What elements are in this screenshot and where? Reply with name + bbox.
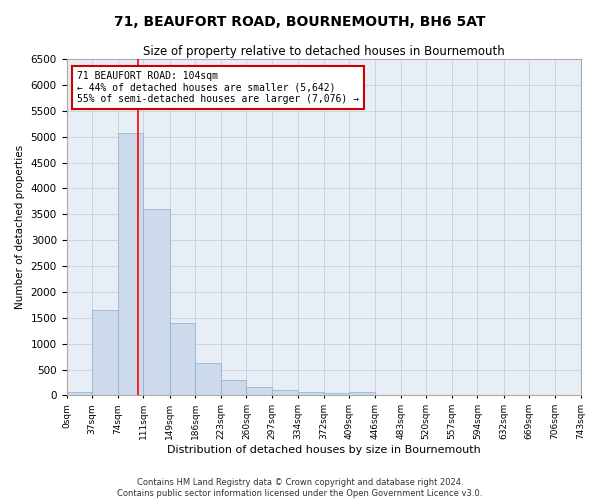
Bar — [118, 132, 143, 396]
Bar — [67, 392, 92, 396]
Bar — [221, 380, 247, 396]
Bar — [324, 392, 349, 396]
Bar — [92, 310, 118, 396]
Bar — [247, 388, 272, 396]
X-axis label: Distribution of detached houses by size in Bournemouth: Distribution of detached houses by size … — [167, 445, 481, 455]
Bar — [170, 323, 195, 396]
Title: Size of property relative to detached houses in Bournemouth: Size of property relative to detached ho… — [143, 45, 505, 58]
Y-axis label: Number of detached properties: Number of detached properties — [15, 145, 25, 310]
Bar — [298, 392, 324, 396]
Bar — [272, 390, 298, 396]
Bar — [349, 392, 375, 396]
Text: 71 BEAUFORT ROAD: 104sqm
← 44% of detached houses are smaller (5,642)
55% of sem: 71 BEAUFORT ROAD: 104sqm ← 44% of detach… — [77, 71, 359, 104]
Text: Contains HM Land Registry data © Crown copyright and database right 2024.
Contai: Contains HM Land Registry data © Crown c… — [118, 478, 482, 498]
Bar — [195, 364, 221, 396]
Text: 71, BEAUFORT ROAD, BOURNEMOUTH, BH6 5AT: 71, BEAUFORT ROAD, BOURNEMOUTH, BH6 5AT — [114, 15, 486, 29]
Bar — [143, 209, 170, 396]
